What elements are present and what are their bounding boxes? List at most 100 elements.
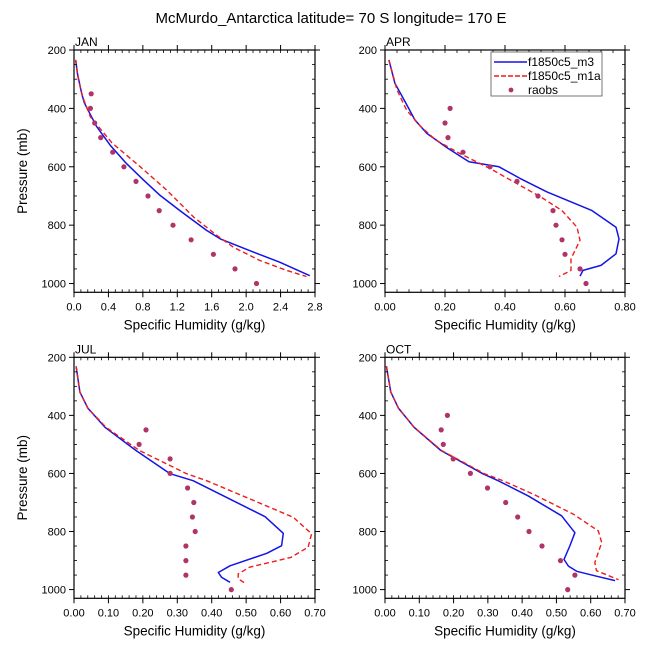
x-tick-label: 0.60 [580, 607, 601, 619]
x-tick-label: 0.70 [304, 607, 325, 619]
x-tick-label: 0.20 [443, 607, 464, 619]
y-tick-label: 1000 [42, 585, 66, 597]
raobs-point [253, 280, 260, 287]
raobs-point [188, 237, 194, 243]
raobs-point [445, 135, 451, 141]
y-tick-label: 800 [48, 220, 66, 232]
y-tick-label: 800 [359, 527, 377, 539]
raobs-point [143, 427, 149, 433]
raobs-point [450, 456, 456, 462]
y-tick-label: 600 [359, 162, 377, 174]
raobs-point [210, 251, 216, 257]
raobs-point [167, 456, 173, 462]
raobs-point [515, 514, 521, 520]
x-axis-label: Specific Humidity (g/kg) [124, 317, 266, 332]
raobs-point [136, 441, 142, 447]
raobs-point [156, 208, 162, 214]
raobs-point [447, 105, 453, 111]
raobs-point [192, 528, 198, 535]
y-tick-label: 400 [359, 410, 377, 422]
raobs-point [133, 178, 139, 184]
x-tick-label: 0.0 [66, 301, 81, 313]
raobs-point [183, 543, 189, 549]
x-tick-label: 0.30 [167, 607, 188, 619]
series-line-f1850c5_m3 [388, 59, 620, 277]
raobs-point [88, 91, 94, 97]
x-tick-label: 0.40 [201, 607, 222, 619]
raobs-point [487, 164, 493, 170]
y-tick-label: 800 [359, 220, 377, 232]
raobs-point [98, 135, 104, 141]
raobs-point [572, 572, 578, 578]
x-tick-label: 1.2 [170, 301, 185, 313]
x-tick-label: 0.00 [63, 607, 84, 619]
raobs-point [438, 427, 444, 433]
x-tick-label: 0.4 [101, 301, 116, 313]
raobs-point [550, 208, 556, 214]
legend-label: f1850c5_m1a [528, 69, 601, 83]
raobs-point [559, 237, 565, 243]
raobs-point [539, 543, 545, 549]
raobs-point [191, 499, 197, 506]
raobs-point [440, 441, 446, 447]
x-tick-label: 2.4 [273, 301, 288, 313]
raobs-point [167, 470, 173, 476]
x-tick-label: 2.8 [307, 301, 322, 313]
raobs-point [170, 222, 176, 228]
x-tick-label: 0.60 [270, 607, 291, 619]
raobs-point [460, 149, 466, 155]
y-tick-label: 600 [48, 468, 66, 480]
raobs-point [92, 120, 98, 126]
legend-marker-raobs [508, 87, 514, 93]
raobs-point [121, 164, 127, 170]
x-tick-label: 0.20 [132, 607, 153, 619]
y-tick-label: 800 [48, 527, 66, 539]
y-tick-label: 400 [48, 103, 66, 115]
raobs-point [183, 572, 189, 578]
y-tick-label: 1000 [353, 585, 377, 597]
series-line-f1850c5_m3 [74, 59, 311, 277]
y-tick-label: 200 [48, 352, 66, 364]
x-tick-label: 0.50 [546, 607, 567, 619]
x-tick-label: 0.20 [434, 301, 455, 313]
panel-label: JUL [75, 342, 97, 356]
raobs-point [183, 558, 189, 564]
raobs-point [553, 222, 559, 228]
series-line-f1850c5_m1a [75, 366, 313, 584]
raobs-point [110, 149, 116, 155]
panels: JAN 0.0 0.4 0.8 1.2 1.6 2.0 2.4 2.8 200 400 600 800 1… [15, 35, 636, 638]
x-tick-label: 0.60 [554, 301, 575, 313]
x-tick-label: 0.10 [409, 607, 430, 619]
y-axis-label: Pressure (mb) [15, 435, 30, 521]
y-tick-label: 1000 [42, 279, 66, 291]
panel-jan: JAN 0.0 0.4 0.8 1.2 1.6 2.0 2.4 2.8 200 400 600 800 1… [15, 35, 323, 332]
x-tick-label: 0.40 [494, 301, 515, 313]
chart-title: McMurdo_Antarctica latitude= 70 S longit… [155, 10, 506, 27]
raobs-point [562, 251, 568, 257]
raobs-point [514, 178, 520, 184]
x-tick-label: 0.80 [614, 301, 635, 313]
raobs-point [503, 499, 509, 506]
x-tick-label: 0.00 [374, 301, 395, 313]
panel-apr: APR 0.00 0.20 0.40 0.60 0.80 200 400 600 800 1000 S… [353, 35, 636, 332]
panel-jul: JUL 0.00 0.10 0.20 0.30 0.40 0.50 0.60 0.70 200 40… [15, 342, 326, 638]
y-tick-label: 1000 [353, 279, 377, 291]
x-tick-label: 0.10 [98, 607, 119, 619]
y-tick-label: 400 [359, 103, 377, 115]
panel-label: APR [386, 35, 411, 49]
x-tick-label: 0.8 [135, 301, 150, 313]
raobs-point [185, 485, 191, 491]
raobs-point [228, 587, 234, 593]
x-axis-label: Specific Humidity (g/kg) [434, 623, 576, 638]
plot-frame [384, 356, 626, 599]
series-line-f1850c5_m1a [385, 366, 619, 581]
raobs-point [526, 528, 532, 535]
panel-oct: OCT 0.00 0.10 0.20 0.30 0.40 0.50 0.60 0.70 200 40… [353, 342, 636, 638]
y-tick-label: 600 [48, 162, 66, 174]
x-tick-label: 0.00 [374, 607, 395, 619]
y-tick-label: 200 [359, 352, 377, 364]
raobs-point [484, 485, 491, 491]
raobs-point [444, 412, 450, 418]
